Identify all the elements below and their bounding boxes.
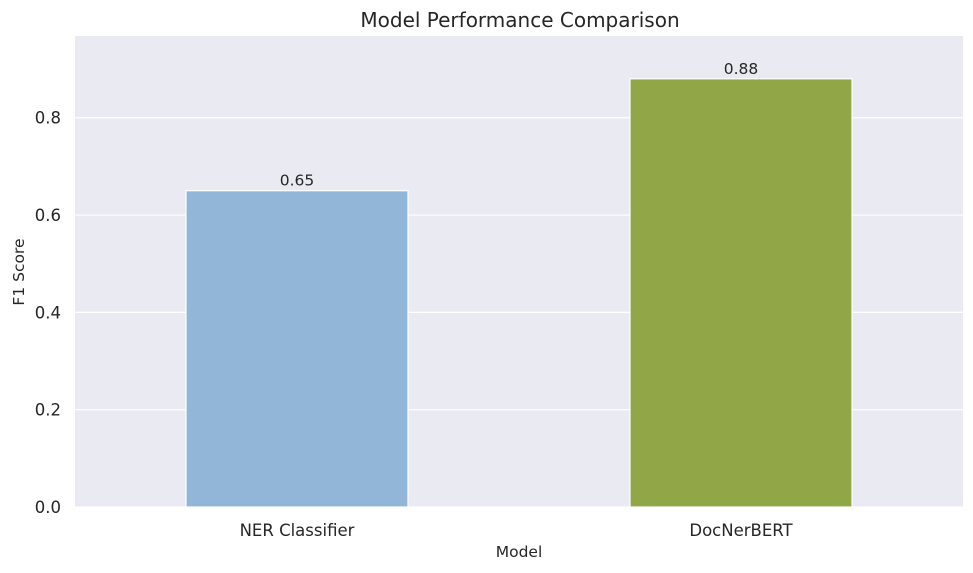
- bars: [185, 78, 853, 508]
- bar-value-label: 0.65: [280, 172, 315, 190]
- y-tick-label: 0.6: [35, 206, 61, 225]
- y-axis-label: F1 Score: [10, 238, 28, 305]
- y-tick-label: 0.4: [35, 303, 61, 322]
- data-labels: 0.65 0.88: [280, 60, 759, 190]
- bar: [629, 78, 853, 508]
- x-tick-label: DocNerBERT: [689, 521, 793, 540]
- y-tick-labels: 0.0 0.2 0.4 0.6 0.8: [35, 109, 61, 517]
- bar: [185, 190, 409, 508]
- y-tick-label: 0.2: [35, 401, 61, 420]
- y-tick-label: 0.0: [35, 498, 61, 517]
- x-tick-label: NER Classifier: [240, 521, 355, 540]
- y-tick-label: 0.8: [35, 109, 61, 128]
- x-tick-labels: NER Classifier DocNerBERT: [240, 521, 794, 540]
- bar-value-label: 0.88: [724, 60, 759, 78]
- x-axis-label: Model: [496, 543, 543, 561]
- chart-title: Model Performance Comparison: [360, 8, 679, 32]
